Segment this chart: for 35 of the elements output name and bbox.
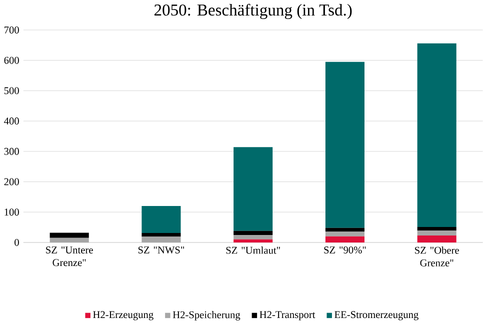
x-tick-label: SZ "NWS" [138,246,184,254]
bar [325,228,364,232]
legend-label: H2-Speicherung [172,311,240,321]
bar [50,232,89,238]
bar [142,236,181,243]
bar [234,147,273,232]
x-tick-label: SZ "Obere Grenze" [415,246,459,267]
x-tick-label: SZ "Untere Grenze" [46,246,93,266]
bar [417,236,456,243]
y-tick-label: 200 [4,178,19,186]
bar [234,235,273,240]
x-tick-label: SZ "90%" [324,246,366,254]
y-tick-label: 0 [14,239,19,246]
x-tick-label: SZ "Umlaut" [226,246,280,254]
legend-label: EE-Stromerzeugung [334,311,418,321]
bar [234,240,273,243]
bar [417,230,456,236]
y-tick-label: 400 [4,118,19,125]
chart-title: 2050: Beschäftigung (in Tsd.) [154,4,352,20]
bar [417,227,456,231]
bar [142,233,181,237]
y-tick-label: 500 [4,87,19,94]
bar [325,232,364,237]
bar [234,231,273,236]
y-tick-label: 300 [4,148,19,156]
y-tick-label: 600 [4,57,19,64]
bar [325,236,364,243]
legend-label: H2-Transport [260,311,316,320]
y-tick-label: 100 [4,208,19,216]
bar [142,206,181,234]
bar [325,62,364,228]
bar [417,44,456,228]
bar [50,238,89,243]
y-tick-label: 700 [4,26,19,34]
legend-label: H2-Erzeugung [93,311,154,321]
